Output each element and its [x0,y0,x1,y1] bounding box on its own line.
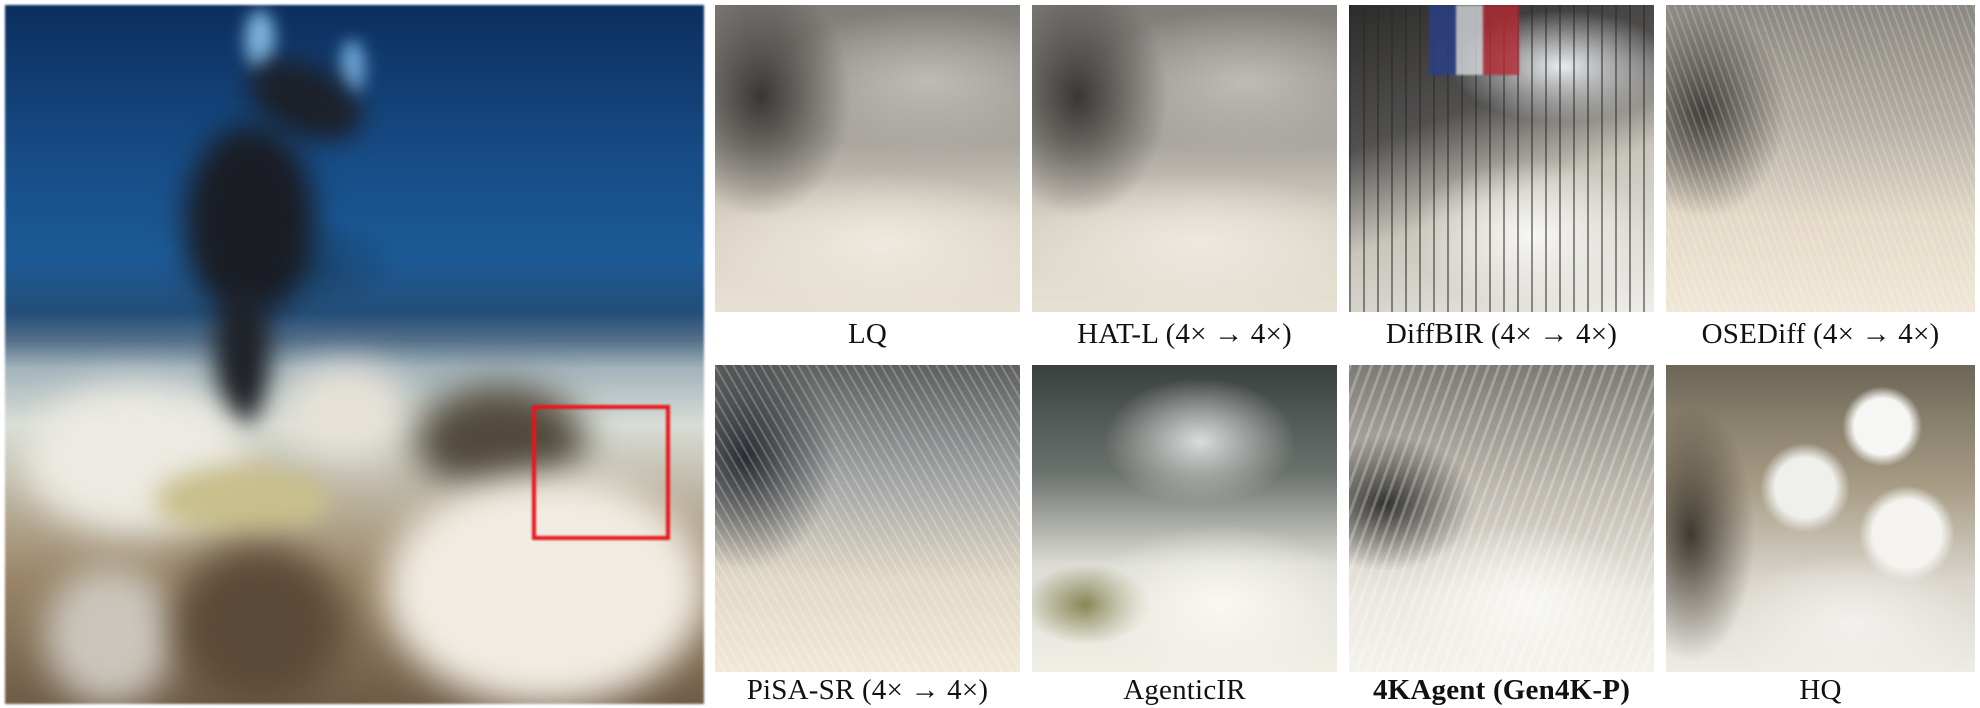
label-diffbir: DiffBIR (4× → 4×) [1385,317,1618,350]
patch-pisa-sr [715,365,1020,672]
label-lq: LQ [847,317,888,350]
label-osediff: OSEDiff (4× → 4×) [1701,317,1940,350]
diver-body [185,125,315,315]
patch-hq [1666,365,1975,672]
label-agenticir: AgenticIR [1123,673,1246,706]
patch-osediff [1666,5,1975,312]
rock-region [175,545,345,704]
crop-highlight-box [532,405,670,540]
label-pisa-sr: PiSA-SR (4× → 4×) [746,673,989,706]
coral-region [385,475,704,704]
patch-lq [715,5,1020,312]
patch-diffbir [1349,5,1654,312]
main-underwater-image [5,5,704,704]
coral-region [45,565,175,704]
diver-leg [215,285,270,425]
label-hat-l: HAT-L (4× → 4×) [1077,317,1292,350]
label-4kagent: 4KAgent (Gen4K-P) [1372,673,1631,706]
sand-patch [155,465,330,535]
flag-object [1429,5,1519,75]
label-hq: HQ [1799,673,1842,706]
patch-agenticir [1032,365,1337,672]
coral-region [285,365,405,455]
patch-4kagent [1349,365,1654,672]
patch-hat-l [1032,5,1337,312]
